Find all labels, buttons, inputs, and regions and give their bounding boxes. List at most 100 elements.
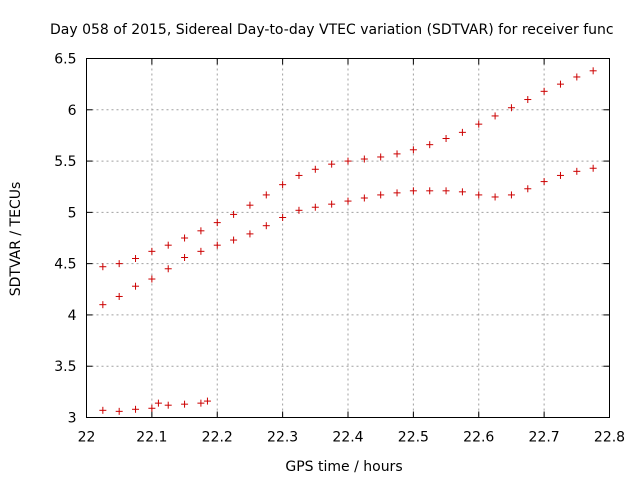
x-tick-label: 22.5 (398, 430, 429, 446)
data-point (540, 87, 548, 95)
data-point (475, 191, 483, 199)
data-point (246, 201, 254, 209)
data-point (393, 189, 401, 197)
data-point (279, 181, 287, 189)
data-point (203, 397, 211, 405)
data-point (573, 73, 581, 81)
data-point (164, 265, 172, 273)
data-point (181, 253, 189, 261)
y-tick-label: 5 (68, 205, 77, 221)
data-point (589, 67, 597, 75)
data-point (246, 230, 254, 238)
data-point (148, 404, 156, 412)
data-point (164, 241, 172, 249)
data-point (99, 406, 107, 414)
data-point (213, 241, 221, 249)
y-tick-label: 4.5 (54, 257, 76, 273)
data-point (213, 219, 221, 227)
y-tick-label: 3 (68, 411, 77, 427)
data-point (426, 141, 434, 149)
data-point (377, 153, 385, 161)
series-upper (99, 67, 597, 271)
x-tick-label: 22.1 (136, 430, 167, 446)
data-point (393, 150, 401, 158)
data-point (115, 407, 123, 415)
data-point (148, 275, 156, 283)
data-point (458, 128, 466, 136)
data-point (360, 155, 368, 163)
x-tick-label: 22.8 (594, 430, 625, 446)
data-point (115, 260, 123, 268)
data-point (556, 80, 564, 88)
data-point (164, 401, 172, 409)
data-point (132, 405, 140, 413)
data-point (311, 165, 319, 173)
data-point (409, 146, 417, 154)
data-point (197, 399, 205, 407)
grid (86, 58, 610, 418)
x-tick-label: 22 (78, 430, 96, 446)
data-point (115, 292, 123, 300)
y-tick-label: 6 (68, 103, 77, 119)
data-point (154, 399, 162, 407)
data-point (230, 236, 238, 244)
data-point (230, 210, 238, 218)
chart-title: Day 058 of 2015, Sidereal Day-to-day VTE… (50, 22, 614, 38)
data-point (442, 135, 450, 143)
data-point (181, 234, 189, 242)
data-point (197, 227, 205, 235)
data-point (99, 263, 107, 271)
data-point (491, 193, 499, 201)
x-tick-label: 22.2 (202, 430, 233, 446)
x-tick-label: 22.7 (529, 430, 560, 446)
data-point (295, 206, 303, 214)
data-point (344, 197, 352, 205)
data-point (540, 178, 548, 186)
data-point (279, 213, 287, 221)
data-point (524, 185, 532, 193)
data-point (262, 191, 270, 199)
data-point (360, 194, 368, 202)
y-tick-label: 6.5 (54, 52, 76, 68)
data-point (377, 191, 385, 199)
data-point (197, 247, 205, 255)
data-point (132, 282, 140, 290)
data-point (295, 171, 303, 179)
data-point (99, 301, 107, 309)
x-tick-label: 22.6 (463, 430, 494, 446)
data-point (507, 104, 515, 112)
data-point (589, 164, 597, 172)
y-axis-label: SDTVAR / TECUs (8, 182, 24, 297)
series-lower (99, 397, 211, 415)
data-point (524, 96, 532, 104)
y-axis-ticks: 3 3.5 4 4.5 5 5.5 6 6.5 (54, 52, 610, 427)
y-tick-label: 3.5 (54, 359, 76, 375)
data-points (99, 67, 597, 415)
data-point (442, 187, 450, 195)
x-axis-ticks: 22 22.1 22.2 22.3 22.4 22.5 22.6 22.7 22.8 (78, 58, 625, 446)
data-point (311, 203, 319, 211)
data-point (507, 191, 515, 199)
data-point (426, 187, 434, 195)
y-tick-label: 5.5 (54, 154, 76, 170)
data-point (475, 120, 483, 128)
data-point (344, 157, 352, 165)
data-point (262, 222, 270, 230)
data-point (556, 171, 564, 179)
y-tick-label: 4 (68, 308, 77, 324)
data-point (328, 200, 336, 208)
x-axis-label: GPS time / hours (285, 459, 402, 475)
series-middle (99, 164, 597, 309)
plot-frame (86, 58, 610, 418)
data-point (132, 255, 140, 263)
data-point (328, 160, 336, 168)
data-point (409, 187, 417, 195)
data-point (148, 247, 156, 255)
data-point (458, 188, 466, 196)
data-point (573, 167, 581, 175)
data-point (181, 400, 189, 408)
data-point (491, 112, 499, 120)
x-tick-label: 22.4 (332, 430, 363, 446)
x-tick-label: 22.3 (267, 430, 298, 446)
